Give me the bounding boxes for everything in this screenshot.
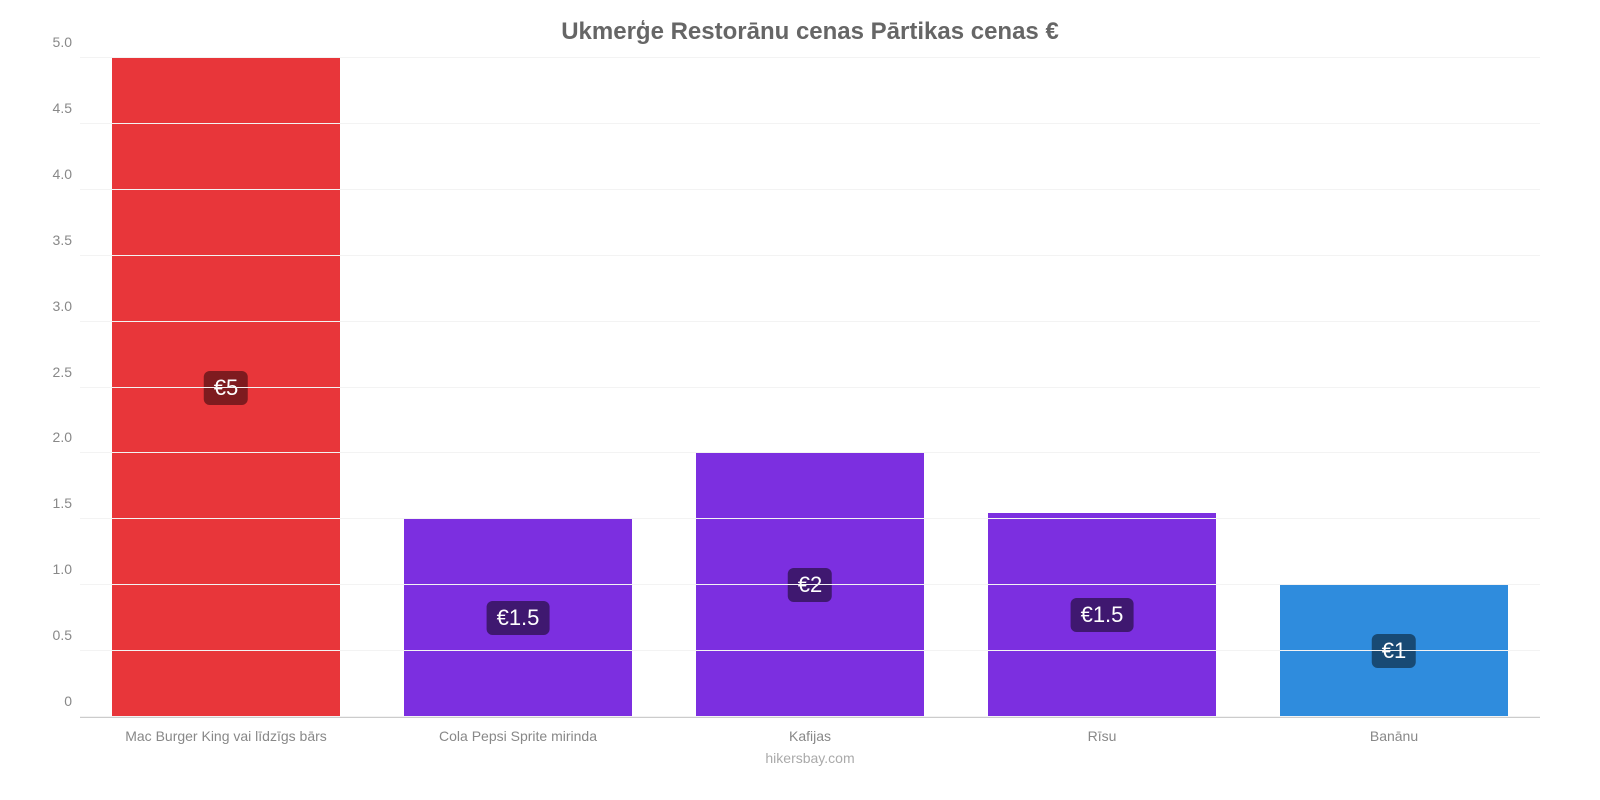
x-tick-label: Rīsu [956, 728, 1248, 744]
bar: €5 [112, 58, 340, 717]
value-badge: €5 [204, 371, 248, 405]
y-tick-label: 1.5 [32, 495, 72, 511]
y-tick-label: 4.5 [32, 100, 72, 116]
plot-area: €5€1.5€2€1.5€1 00.51.01.52.02.53.03.54.0… [80, 58, 1540, 718]
y-tick-label: 4.0 [32, 166, 72, 182]
bar-slot: €1.5 [372, 58, 664, 717]
y-tick-label: 2.5 [32, 364, 72, 380]
y-tick-label: 2.0 [32, 429, 72, 445]
bar: €1.5 [988, 513, 1216, 717]
x-tick-label: Cola Pepsi Sprite mirinda [372, 728, 664, 744]
x-axis-labels: Mac Burger King vai līdzīgs bārsCola Pep… [80, 728, 1540, 744]
attribution-text: hikersbay.com [80, 750, 1540, 766]
bar: €2 [696, 453, 924, 717]
bar-slot: €1.5 [956, 58, 1248, 717]
y-tick-label: 0 [32, 693, 72, 709]
value-badge: €2 [788, 568, 832, 602]
bar: €1 [1280, 585, 1508, 717]
x-tick-label: Banānu [1248, 728, 1540, 744]
y-tick-label: 3.0 [32, 298, 72, 314]
value-badge: €1 [1372, 634, 1416, 668]
chart-container: Ukmerģe Restorānu cenas Pārtikas cenas €… [0, 0, 1600, 800]
y-tick-label: 1.0 [32, 561, 72, 577]
x-tick-label: Mac Burger King vai līdzīgs bārs [80, 728, 372, 744]
y-tick-label: 0.5 [32, 627, 72, 643]
bar-slot: €5 [80, 58, 372, 717]
value-badge: €1.5 [487, 601, 550, 635]
bar: €1.5 [404, 519, 632, 717]
bar-slot: €2 [664, 58, 956, 717]
x-tick-label: Kafijas [664, 728, 956, 744]
y-tick-label: 3.5 [32, 232, 72, 248]
bar-slot: €1 [1248, 58, 1540, 717]
y-tick-label: 5.0 [32, 34, 72, 50]
chart-title: Ukmerģe Restorānu cenas Pārtikas cenas € [80, 18, 1540, 46]
value-badge: €1.5 [1071, 598, 1134, 632]
bars-layer: €5 €1.5 €2 €1.5 €1 [80, 58, 1540, 717]
